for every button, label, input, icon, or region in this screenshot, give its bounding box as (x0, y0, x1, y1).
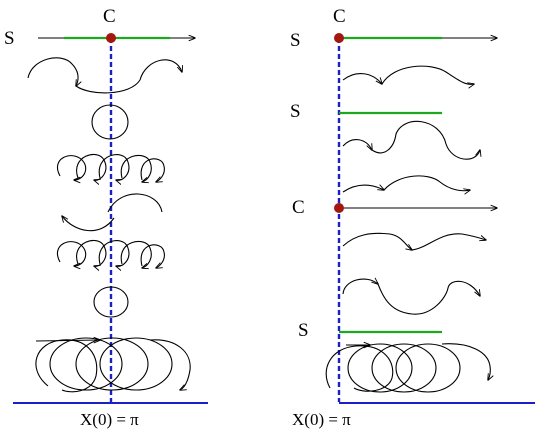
left-loop-1 (57, 155, 87, 180)
right-label-s-1: S (290, 30, 301, 51)
left-loop-5 (140, 158, 165, 182)
left-caption: X(0) = π (80, 410, 139, 429)
right-wave-4b (411, 233, 486, 251)
left-dip-1 (75, 79, 141, 94)
left-loop-7 (76, 239, 107, 266)
left-big-loop-1 (35, 339, 98, 393)
left-arch-1 (27, 57, 78, 86)
left-loop-6 (57, 241, 87, 266)
right-label-s-2: S (290, 101, 301, 122)
right-label-s-3: S (298, 320, 309, 341)
right-point-c-top (334, 33, 344, 43)
left-arch-4 (62, 216, 115, 232)
right-caption: X(0) = π (292, 410, 351, 429)
left-loop-4 (120, 154, 152, 182)
left-loop-9 (120, 240, 152, 268)
right-big-loop-1 (325, 345, 394, 392)
right-wave-4a (342, 232, 412, 250)
right-wave-2b (371, 120, 480, 160)
right-label-c-mid: C (292, 197, 305, 218)
left-panel: S C X( (4, 6, 208, 429)
left-arch-2 (139, 59, 182, 81)
left-closed-orbit-1 (91, 104, 129, 140)
right-point-c-mid (334, 203, 344, 213)
right-big-loop-3 (371, 343, 437, 393)
right-wave-5b (377, 280, 480, 315)
right-wave-5a (342, 279, 378, 295)
right-wave-3a (342, 185, 384, 193)
left-loop-2 (76, 153, 107, 180)
right-label-c-top: C (333, 6, 346, 27)
right-big-loop-2 (347, 343, 413, 393)
left-loop-3 (98, 154, 130, 181)
right-big-loop-4 (395, 343, 461, 393)
right-wave-3b (383, 175, 470, 191)
left-loop-8 (98, 240, 130, 267)
right-wave-1a (342, 73, 382, 84)
left-top-arrow (35, 340, 100, 341)
left-closed-orbit-2 (93, 286, 129, 318)
right-panel: C S S C S (290, 6, 535, 429)
right-wave-1b (381, 65, 474, 84)
left-point-c (106, 33, 116, 43)
left-big-loop-5 (149, 339, 191, 390)
left-big-loop-3 (75, 337, 149, 391)
left-big-loop-4 (99, 337, 173, 391)
left-label-s: S (4, 28, 15, 49)
left-big-loop-2 (49, 337, 123, 391)
left-loop-10 (140, 244, 165, 268)
left-label-c: C (103, 6, 116, 27)
right-big-loop-5 (441, 343, 490, 380)
left-arch-3 (107, 193, 163, 213)
right-wave-2a (342, 139, 372, 150)
